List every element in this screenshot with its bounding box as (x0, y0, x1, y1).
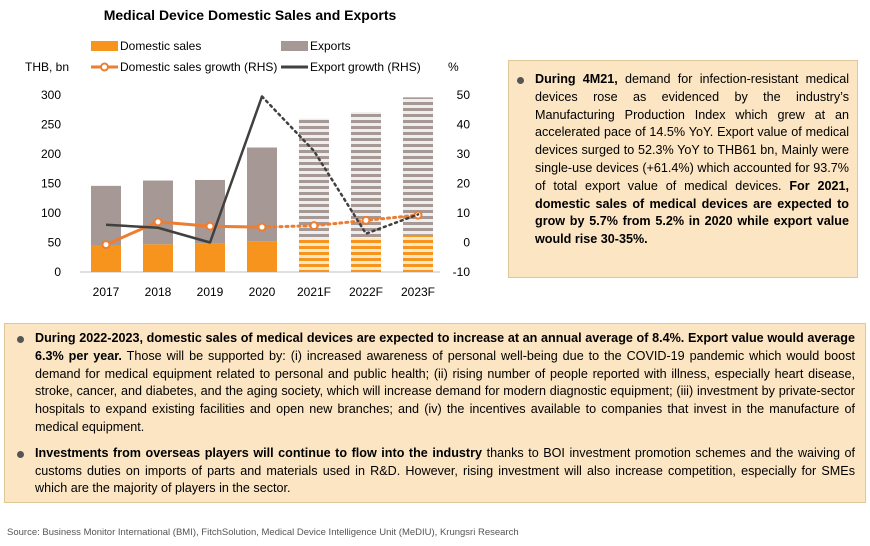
bullet-dot (17, 450, 24, 458)
point-domestic-growth (153, 217, 163, 227)
point-domestic-growth (361, 215, 371, 225)
point-domestic-growth (309, 221, 319, 231)
right-axis-tick-label: 0 (463, 236, 470, 250)
bar-domestic-sales (247, 241, 277, 272)
left-axis-tick-label: 300 (41, 88, 61, 102)
point-domestic-growth (101, 240, 111, 250)
outlook-notes-box: During 2022-2023, domestic sales of medi… (4, 323, 866, 503)
point-domestic-growth (205, 221, 215, 231)
left-axis-unit: THB, bn (25, 60, 69, 74)
bar-domestic-sales (351, 237, 381, 272)
bar-domestic-sales (91, 245, 121, 272)
legend-label-domestic-sales: Domestic sales (120, 39, 201, 53)
side-note-lead: During 4M21, (535, 72, 618, 86)
x-axis-category-label: 2018 (145, 285, 172, 299)
bar-exports (299, 118, 329, 240)
left-axis-tick-label: 250 (41, 118, 61, 132)
chart-title: Medical Device Domestic Sales and Export… (104, 7, 397, 23)
bar-domestic-sales (195, 243, 225, 272)
x-axis-category-label: 2019 (197, 285, 224, 299)
left-axis-tick-label: 0 (54, 265, 61, 279)
outlook-note-2-bold: Investments from overseas players will c… (35, 445, 483, 460)
side-note-tail: For 2021, domestic sales of medical devi… (535, 178, 849, 247)
line-domestic-growth-actual (105, 220, 263, 246)
x-axis-category-label: 2021F (297, 285, 331, 299)
bullet-dot (517, 77, 524, 84)
legend: Domestic sales Exports Domestic sales gr… (91, 39, 421, 74)
outlook-note-2-text: thanks to BOI investment promotion schem… (35, 445, 855, 496)
side-note: During 4M21, demand for infection-resist… (517, 71, 849, 249)
legend-label-export-growth: Export growth (RHS) (310, 60, 421, 74)
bar-domestic-sales (299, 239, 329, 272)
bar-exports (143, 180, 173, 245)
x-axis-category-label: 2017 (93, 285, 120, 299)
x-axis-category-label: 2023F (401, 285, 435, 299)
x-axis-category-label: 2022F (349, 285, 383, 299)
outlook-note-1-bold: During 2022-2023, domestic sales of medi… (35, 331, 855, 363)
legend-swatch-domestic-sales (91, 41, 118, 51)
right-axis-tick-label: 20 (457, 177, 471, 191)
right-axis-tick-label: 50 (457, 88, 471, 102)
right-axis-unit: % (448, 60, 459, 74)
side-note-box: During 4M21, demand for infection-resist… (508, 60, 858, 278)
legend-label-exports: Exports (310, 39, 351, 53)
outlook-note-1: During 2022-2023, domestic sales of medi… (17, 330, 855, 437)
point-domestic-growth (257, 222, 267, 232)
bar-domestic-sales (403, 234, 433, 272)
line-export-growth-actual (105, 96, 264, 244)
right-axis-tick-label: -10 (453, 265, 471, 279)
chart: Medical Device Domestic Sales and Export… (25, 7, 471, 299)
bullet-dot (17, 336, 24, 343)
outlook-note-2: Investments from overseas players will c… (17, 445, 855, 498)
line-export-growth-forecast (260, 95, 420, 236)
bar-exports (91, 185, 121, 246)
bar-domestic-sales (143, 244, 173, 272)
legend-marker-domestic-growth (100, 62, 109, 72)
source-note: Source: Business Monitor International (… (7, 527, 519, 538)
left-axis-tick-label: 200 (41, 147, 61, 161)
side-note-text: demand for infection-resistant medical d… (535, 72, 850, 193)
left-axis-tick-label: 150 (41, 177, 61, 191)
legend-label-domestic-growth: Domestic sales growth (RHS) (120, 60, 277, 74)
right-axis-tick-label: 30 (457, 147, 471, 161)
left-axis-tick-label: 100 (41, 206, 61, 220)
x-axis-category-label: 2020 (249, 285, 276, 299)
legend-swatch-exports (281, 41, 308, 51)
left-axis-tick-label: 50 (48, 236, 62, 250)
right-axis-tick-label: 10 (457, 206, 471, 220)
outlook-note-1-text: Those will be supported by: (i) increase… (35, 348, 855, 434)
right-axis-tick-label: 40 (457, 118, 471, 132)
line-domestic-growth-forecast (260, 213, 420, 229)
